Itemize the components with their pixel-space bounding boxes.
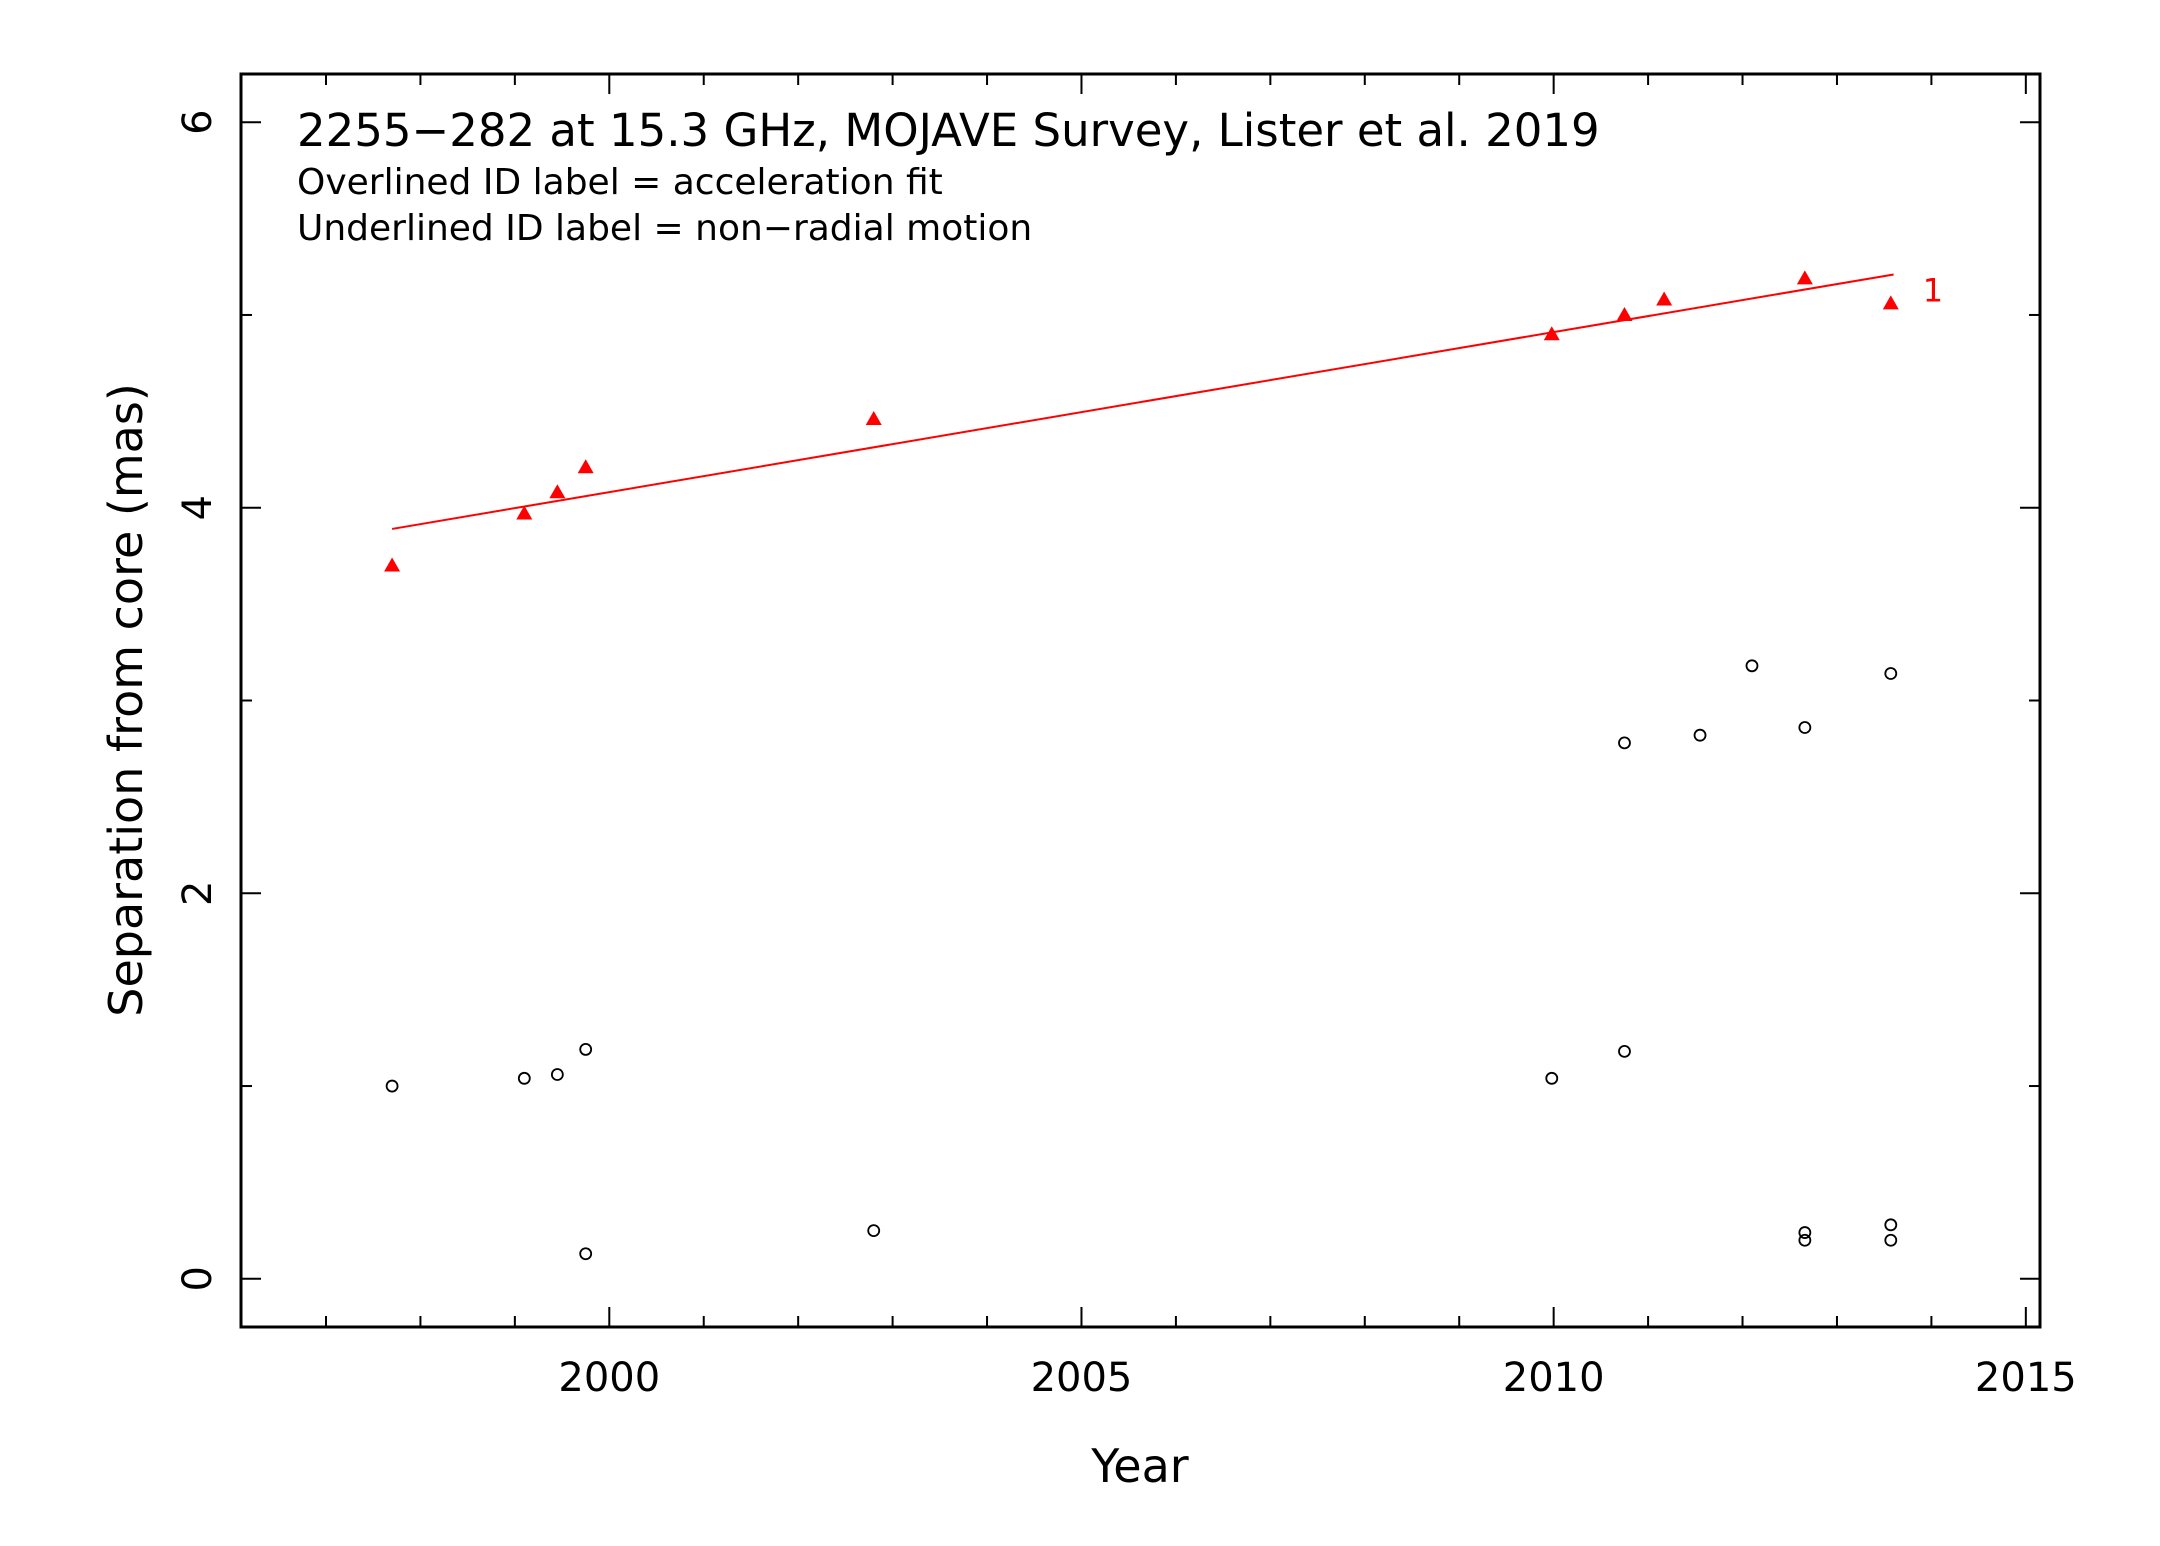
data-point-triangle: [1656, 291, 1673, 306]
annotation-acceleration: Overlined ID label = acceleration fit: [297, 162, 943, 203]
x-tick-label: 2005: [1031, 1355, 1133, 1401]
ticks-layer: 2000 2005 2010 2015 0 2 4 6: [175, 74, 2077, 1401]
data-point-triangle: [516, 505, 533, 520]
data-point-triangle: [1616, 306, 1633, 321]
data-point-circle: [579, 1043, 593, 1056]
chart-title: 2255−282 at 15.3 GHz, MOJAVE Survey, Lis…: [297, 104, 1600, 157]
data-point-circle: [550, 1068, 564, 1081]
series-label: 1: [1923, 271, 1943, 309]
y-tick-label: 6: [175, 109, 221, 134]
fit-layer: [391, 273, 1894, 530]
data-point-triangle: [865, 411, 882, 426]
data-point-circle: [867, 1224, 881, 1238]
data-point-triangle: [1796, 270, 1813, 285]
data-point-circle: [517, 1071, 531, 1085]
data-point-circle: [1618, 1044, 1631, 1058]
data-point-circle: [1884, 1233, 1898, 1247]
data-point-circle: [1693, 728, 1707, 742]
y-tick-label: 0: [175, 1266, 221, 1291]
plot-frame: [239, 72, 2042, 1329]
data-point-circle: [579, 1247, 593, 1261]
data-point-circle: [1798, 721, 1812, 734]
fit-line: [391, 273, 1894, 530]
data-point-triangle: [549, 484, 566, 499]
data-point-triangle: [577, 459, 594, 474]
data-point-triangle: [1543, 326, 1560, 341]
data-point-circle: [1884, 1218, 1898, 1232]
y-tick-label: 2: [175, 881, 221, 906]
data-point-circle: [1618, 736, 1631, 750]
points-layer: 1: [384, 270, 1943, 1261]
data-point-circle: [1798, 1226, 1812, 1239]
x-tick-label: 2010: [1503, 1355, 1605, 1401]
data-point-circle: [1745, 659, 1759, 673]
x-tick-label: 2000: [558, 1355, 660, 1401]
data-point-circle: [385, 1079, 399, 1093]
data-point-circle: [1545, 1071, 1559, 1085]
data-point-circle: [1884, 667, 1898, 680]
data-point-circle: [1798, 1233, 1812, 1247]
y-tick-label: 4: [175, 495, 221, 520]
x-axis-title: Year: [1090, 1439, 1188, 1493]
y-axis-title: Separation from core (mas): [99, 383, 153, 1017]
data-point-triangle: [1882, 295, 1899, 310]
x-tick-label: 2015: [1975, 1355, 2077, 1401]
data-point-triangle: [384, 557, 401, 572]
annotation-nonradial: Underlined ID label = non−radial motion: [297, 208, 1032, 249]
